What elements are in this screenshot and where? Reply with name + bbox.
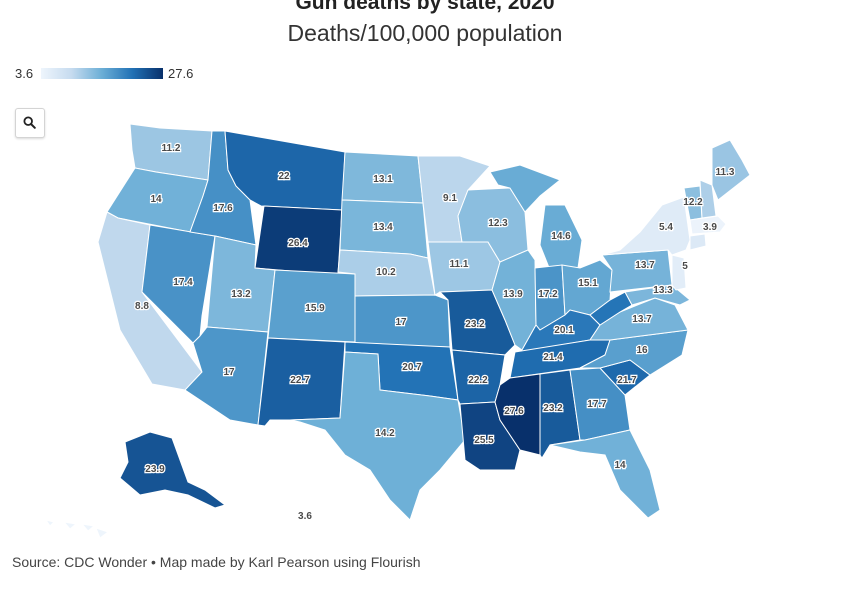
label-MO: 23.2 [465,319,485,330]
state-NY[interactable] [601,196,691,256]
state-HI-d[interactable] [95,527,110,539]
chart-title: Gun deaths by state, 2020 [295,0,555,14]
label-WY: 26.4 [288,238,308,249]
label-OK: 20.7 [402,362,422,373]
state-KS[interactable] [354,294,451,348]
state-NM[interactable] [257,337,346,427]
label-ND: 13.1 [373,174,393,185]
label-OR: 14 [150,194,162,205]
label-SD: 13.4 [373,222,393,233]
state-CT[interactable] [689,233,707,251]
label-AZ: 17 [223,367,235,378]
label-IN: 17.2 [538,289,558,300]
value-labels: 11.2 14 8.8 17.6 17.4 22 26.4 13.2 17 15… [134,142,736,523]
label-NE: 10.2 [376,267,396,278]
label-GA: 17.7 [587,399,607,410]
state-FL[interactable] [549,429,661,519]
label-OH: 15.1 [578,278,598,289]
label-LA: 25.5 [474,435,494,446]
label-FL: 14 [614,460,626,471]
label-TN: 21.4 [543,352,563,363]
legend-max-label: 27.6 [168,66,194,81]
label-HI: 3.6 [298,511,312,522]
label-IL: 13.9 [503,289,523,300]
label-WA: 11.2 [162,143,181,154]
label-PA: 13.7 [635,260,655,271]
label-AK: 23.9 [145,464,165,475]
label-MA: 3.9 [703,222,717,233]
legend-gradient-bar [41,68,163,79]
state-HI-c[interactable] [80,523,96,532]
label-NV: 17.4 [173,277,193,288]
zoom-button[interactable] [15,108,45,138]
label-KS: 17 [395,317,407,328]
state-TX[interactable] [289,351,466,521]
state-AK[interactable] [119,431,227,509]
state-HI-b[interactable] [62,521,78,530]
label-NC: 16 [636,345,648,356]
label-VA: 13.7 [632,314,652,325]
label-UT: 13.2 [231,289,251,300]
state-ME[interactable] [711,139,751,201]
state-MA[interactable] [689,215,727,235]
label-IA: 11.1 [450,259,469,270]
state-HI[interactable] [44,519,55,527]
label-VT: 12.2 [683,197,703,208]
label-MT: 22 [278,171,290,182]
label-KY: 20.1 [554,325,574,336]
search-icon [23,116,36,129]
label-AL: 23.2 [543,403,563,414]
label-MN: 9.1 [443,193,457,204]
label-NY: 5.4 [659,222,673,233]
label-ME: 11.3 [716,167,735,178]
label-MI: 14.6 [551,231,571,242]
legend-min-label: 3.6 [15,66,34,81]
label-CO: 15.9 [305,303,325,314]
chart-subtitle: Deaths/100,000 population [287,20,563,46]
source-note: Source: CDC Wonder • Map made by Karl Pe… [12,554,421,570]
label-MD: 13.3 [653,285,673,296]
state-MI[interactable] [489,164,561,213]
label-MS: 27.6 [504,406,524,417]
label-TX: 14.2 [375,428,395,439]
label-SC: 21.7 [617,375,637,386]
label-ID: 17.6 [213,203,233,214]
label-NM: 22.7 [290,375,310,386]
state-NJ[interactable] [671,254,687,291]
label-CA: 8.8 [135,301,149,312]
label-AR: 22.2 [468,375,488,386]
label-WI: 12.3 [488,218,508,229]
choropleth-map[interactable]: 11.2 14 8.8 17.6 17.4 22 26.4 13.2 17 15… [0,110,850,540]
label-NJ: 5 [682,261,688,272]
